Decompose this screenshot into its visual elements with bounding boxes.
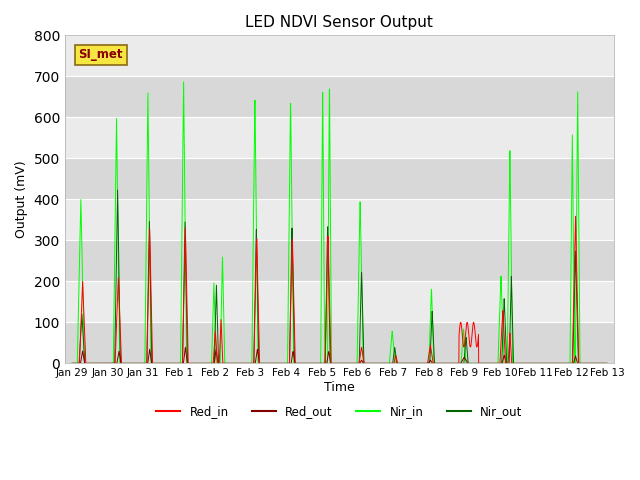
Nir_out bbox=[161, 360, 169, 366]
Nir_out bbox=[273, 360, 281, 366]
Title: LED NDVI Sensor Output: LED NDVI Sensor Output bbox=[246, 15, 433, 30]
X-axis label: Time: Time bbox=[324, 381, 355, 394]
Red_out bbox=[273, 360, 281, 366]
Red_in bbox=[161, 360, 168, 366]
Nir_in bbox=[535, 360, 543, 366]
Bar bbox=[65, 281, 614, 323]
Nir_out bbox=[593, 360, 600, 366]
Nir_in bbox=[161, 360, 168, 366]
Red_out bbox=[296, 360, 304, 366]
Red_in bbox=[572, 214, 579, 219]
Bar bbox=[65, 158, 614, 199]
Line: Red_out: Red_out bbox=[72, 348, 607, 363]
Red_in bbox=[593, 360, 600, 366]
Legend: Red_in, Red_out, Nir_in, Nir_out: Red_in, Red_out, Nir_in, Nir_out bbox=[152, 401, 527, 423]
Nir_out bbox=[296, 360, 304, 366]
Red_out bbox=[161, 360, 168, 366]
Line: Red_in: Red_in bbox=[72, 216, 607, 363]
Y-axis label: Output (mV): Output (mV) bbox=[15, 160, 28, 238]
Bar bbox=[65, 323, 614, 363]
Red_out bbox=[182, 345, 189, 350]
Bar bbox=[65, 199, 614, 240]
Red_in bbox=[129, 360, 137, 366]
Bar bbox=[65, 36, 614, 76]
Line: Nir_in: Nir_in bbox=[72, 82, 607, 363]
Nir_in bbox=[296, 360, 304, 366]
Red_in bbox=[68, 360, 76, 366]
Bar bbox=[65, 76, 614, 117]
Line: Nir_out: Nir_out bbox=[72, 190, 607, 363]
Nir_in bbox=[603, 360, 611, 366]
Red_out bbox=[129, 360, 137, 366]
Red_in bbox=[273, 360, 281, 366]
Nir_out bbox=[114, 187, 122, 193]
Red_in bbox=[296, 360, 304, 366]
Red_out bbox=[603, 360, 611, 366]
Red_in bbox=[603, 360, 611, 366]
Nir_in bbox=[593, 360, 600, 366]
Text: SI_met: SI_met bbox=[79, 48, 123, 61]
Red_in bbox=[535, 360, 543, 366]
Nir_in bbox=[273, 360, 281, 366]
Bar bbox=[65, 240, 614, 281]
Nir_out bbox=[535, 360, 543, 366]
Nir_in bbox=[68, 360, 76, 366]
Nir_in bbox=[129, 360, 137, 366]
Red_out bbox=[535, 360, 543, 366]
Nir_out bbox=[603, 360, 611, 366]
Nir_in bbox=[180, 79, 188, 85]
Nir_out bbox=[68, 360, 76, 366]
Red_out bbox=[593, 360, 600, 366]
Nir_out bbox=[129, 360, 137, 366]
Bar bbox=[65, 117, 614, 158]
Red_out bbox=[68, 360, 76, 366]
